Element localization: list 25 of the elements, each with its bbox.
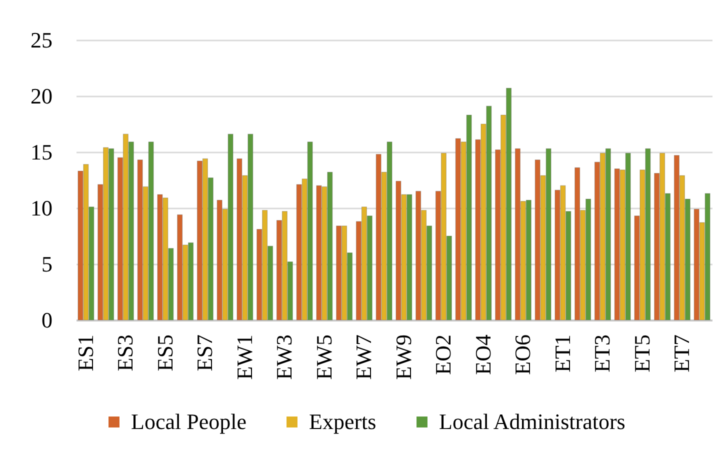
- x-tick-label: ET1: [550, 334, 575, 372]
- x-tick-label: EW5: [311, 334, 336, 380]
- x-tick-label: ES5: [152, 334, 178, 372]
- y-tick-label: 10: [30, 196, 52, 220]
- x-tick-label: ES1: [72, 334, 98, 372]
- x-tick-label: EW9: [390, 334, 416, 380]
- legend-label: Local Administrators: [439, 409, 626, 434]
- legend-label: Local People: [131, 409, 246, 434]
- x-tick-label: ET5: [629, 334, 654, 372]
- x-tick-label: ES7: [192, 334, 218, 372]
- y-tick-label: 20: [30, 84, 52, 108]
- y-tick-label: 25: [30, 28, 52, 52]
- x-tick-label: EO2: [430, 334, 456, 375]
- x-tick-label: ES3: [112, 334, 138, 372]
- x-tick-label: EW7: [351, 334, 376, 380]
- x-tick-label: EW1: [232, 334, 257, 380]
- x-tick-label: ET3: [590, 334, 615, 372]
- legend-label: Experts: [309, 409, 376, 434]
- y-tick-label: 0: [42, 308, 52, 332]
- x-tick-label: EO4: [470, 334, 496, 375]
- x-tick-label: ET7: [669, 334, 694, 372]
- x-tick-label: EW3: [272, 334, 297, 380]
- y-tick-label: 15: [30, 140, 52, 164]
- y-tick-label: 5: [42, 252, 52, 276]
- x-tick-label: EO6: [510, 334, 536, 375]
